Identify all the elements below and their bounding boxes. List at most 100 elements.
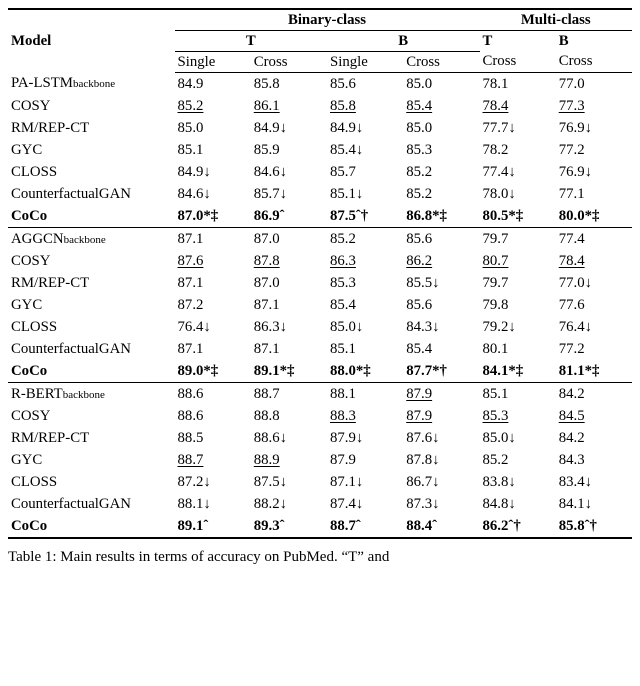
- val-cell: 85.1↓: [327, 183, 403, 205]
- table-row: CLOSS84.9↓84.6↓85.785.277.4↓76.9↓: [8, 161, 632, 183]
- val-cell: 77.2: [556, 139, 632, 161]
- table-row: CounterfactualGAN84.6↓85.7↓85.1↓85.278.0…: [8, 183, 632, 205]
- val-cell: 78.4: [480, 95, 556, 117]
- val-cell: 87.1: [251, 338, 327, 360]
- val-cell: 86.3: [327, 250, 403, 272]
- val-cell: 77.7↓: [480, 117, 556, 139]
- val-cell: 77.1: [556, 183, 632, 205]
- col-binary: Binary-class: [175, 9, 480, 31]
- val-cell: 78.4: [556, 250, 632, 272]
- model-name: COSY: [8, 405, 175, 427]
- val-cell: 87.6↓: [403, 427, 479, 449]
- val-cell: 77.0↓: [556, 272, 632, 294]
- val-cell: 88.2↓: [251, 493, 327, 515]
- val-cell: 87.9↓: [327, 427, 403, 449]
- val-cell: 87.1: [175, 228, 251, 251]
- val-cell: 84.2: [556, 383, 632, 406]
- val-cell: 85.4: [403, 338, 479, 360]
- val-cell: 79.7: [480, 272, 556, 294]
- table-row: COSY85.286.185.885.478.477.3: [8, 95, 632, 117]
- table-row: GYC85.185.985.4↓85.378.277.2: [8, 139, 632, 161]
- val-cell: 81.1*‡: [556, 360, 632, 383]
- table-caption: Table 1: Main results in terms of accura…: [8, 547, 632, 567]
- model-name: RM/REP-CT: [8, 117, 175, 139]
- val-cell: 87.1: [251, 294, 327, 316]
- val-cell: 88.8: [251, 405, 327, 427]
- val-cell: 87.1: [175, 272, 251, 294]
- val-cell: 85.7↓: [251, 183, 327, 205]
- val-cell: 84.8↓: [480, 493, 556, 515]
- subhead-4: Cross: [480, 52, 556, 73]
- col-T2: T: [480, 31, 556, 52]
- val-cell: 84.6↓: [251, 161, 327, 183]
- val-cell: 85.0: [403, 73, 479, 96]
- val-cell: 88.5: [175, 427, 251, 449]
- val-cell: 78.0↓: [480, 183, 556, 205]
- val-cell: 78.1: [480, 73, 556, 96]
- val-cell: 88.7ˆ: [327, 515, 403, 538]
- val-cell: 77.4↓: [480, 161, 556, 183]
- table-row: CounterfactualGAN87.187.185.185.480.177.…: [8, 338, 632, 360]
- val-cell: 85.3: [403, 139, 479, 161]
- val-cell: 79.8: [480, 294, 556, 316]
- val-cell: 84.9↓: [175, 161, 251, 183]
- val-cell: 76.4↓: [556, 316, 632, 338]
- val-cell: 85.7: [327, 161, 403, 183]
- val-cell: 85.2: [480, 449, 556, 471]
- val-cell: 76.4↓: [175, 316, 251, 338]
- model-name: GYC: [8, 294, 175, 316]
- val-cell: 89.3ˆ: [251, 515, 327, 538]
- model-name: R-BERTbackbone: [8, 383, 175, 406]
- val-cell: 86.3↓: [251, 316, 327, 338]
- table-row: GYC88.788.987.987.8↓85.284.3: [8, 449, 632, 471]
- val-cell: 85.4: [403, 95, 479, 117]
- col-T: T: [175, 31, 327, 52]
- val-cell: 84.9↓: [327, 117, 403, 139]
- val-cell: 88.6↓: [251, 427, 327, 449]
- val-cell: 85.2: [327, 228, 403, 251]
- table-row: RM/REP-CT85.084.9↓84.9↓85.077.7↓76.9↓: [8, 117, 632, 139]
- val-cell: 85.2: [175, 95, 251, 117]
- val-cell: 79.2↓: [480, 316, 556, 338]
- val-cell: 85.0↓: [327, 316, 403, 338]
- val-cell: 85.2: [403, 161, 479, 183]
- val-cell: 84.2: [556, 427, 632, 449]
- subhead-5: Cross: [556, 52, 632, 73]
- val-cell: 85.8: [251, 73, 327, 96]
- val-cell: 85.3: [327, 272, 403, 294]
- model-name: GYC: [8, 449, 175, 471]
- val-cell: 87.4↓: [327, 493, 403, 515]
- model-name: CounterfactualGAN: [8, 183, 175, 205]
- val-cell: 88.4ˆ: [403, 515, 479, 538]
- val-cell: 87.5↓: [251, 471, 327, 493]
- val-cell: 88.3: [327, 405, 403, 427]
- table-row: COSY87.687.886.386.280.778.4: [8, 250, 632, 272]
- table-row: CLOSS76.4↓86.3↓85.0↓84.3↓79.2↓76.4↓: [8, 316, 632, 338]
- val-cell: 84.9↓: [251, 117, 327, 139]
- val-cell: 80.0*‡: [556, 205, 632, 228]
- val-cell: 86.8*‡: [403, 205, 479, 228]
- val-cell: 88.9: [251, 449, 327, 471]
- val-cell: 85.6: [403, 228, 479, 251]
- val-cell: 80.7: [480, 250, 556, 272]
- val-cell: 87.8↓: [403, 449, 479, 471]
- val-cell: 84.6↓: [175, 183, 251, 205]
- table-row: R-BERTbackbone88.688.788.187.985.184.2: [8, 383, 632, 406]
- val-cell: 86.2ˆ†: [480, 515, 556, 538]
- val-cell: 86.1: [251, 95, 327, 117]
- subhead-3: Cross: [403, 52, 479, 73]
- val-cell: 85.4↓: [327, 139, 403, 161]
- val-cell: 86.7↓: [403, 471, 479, 493]
- val-cell: 88.6: [175, 383, 251, 406]
- val-cell: 88.1: [327, 383, 403, 406]
- model-name: CoCo: [8, 360, 175, 383]
- table-row: COSY88.688.888.387.985.384.5: [8, 405, 632, 427]
- val-cell: 87.2: [175, 294, 251, 316]
- table-row: GYC87.287.185.485.679.877.6: [8, 294, 632, 316]
- val-cell: 78.2: [480, 139, 556, 161]
- val-cell: 84.3↓: [403, 316, 479, 338]
- val-cell: 87.8: [251, 250, 327, 272]
- val-cell: 83.8↓: [480, 471, 556, 493]
- table-row: PA-LSTMbackbone84.985.885.685.078.177.0: [8, 73, 632, 96]
- subhead-1: Cross: [251, 52, 327, 73]
